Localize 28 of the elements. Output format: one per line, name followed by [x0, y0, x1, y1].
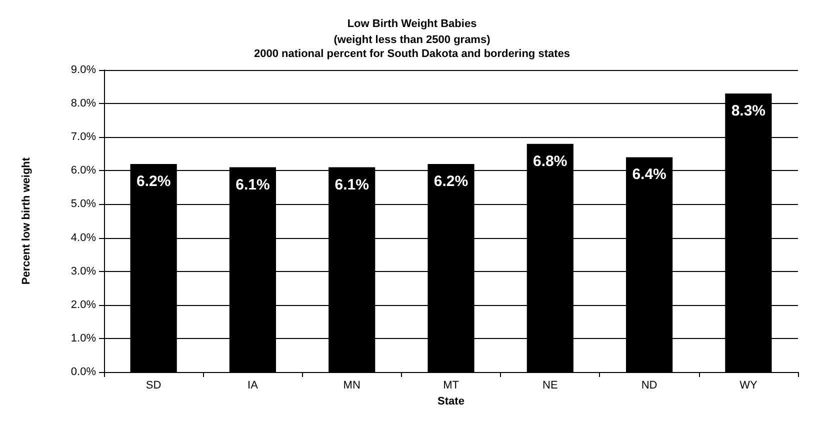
- data-label: 8.3%: [731, 102, 766, 120]
- data-label: 6.8%: [533, 152, 568, 170]
- x-axis-title: State: [438, 396, 464, 408]
- y-tick-label: 8.0%: [70, 98, 96, 110]
- data-label: 6.1%: [236, 176, 270, 194]
- x-tick-label: NE: [542, 380, 558, 392]
- y-tick-label: 1.0%: [70, 332, 96, 344]
- y-tick-label: 7.0%: [70, 131, 96, 144]
- x-tick-label: IA: [248, 380, 259, 392]
- y-tick-label: 3.0%: [70, 265, 96, 278]
- chart-subtitle: (weight less than 2500 grams) 2000 national percent for South Dakota and bordering states: [254, 34, 570, 60]
- y-axis-title: Percent low birth weight: [20, 157, 32, 285]
- y-tick-label: 0.0%: [70, 366, 96, 378]
- data-label: 6.1%: [334, 176, 369, 194]
- x-tick-label: ND: [641, 380, 658, 392]
- chart-title: Low Birth Weight Babies: [347, 18, 477, 30]
- data-label: 6.2%: [434, 172, 468, 190]
- x-tick-label: MN: [343, 380, 360, 392]
- y-tick-label: 2.0%: [70, 298, 96, 311]
- y-tick-label: 4.0%: [70, 232, 96, 244]
- x-tick-label: MT: [443, 380, 460, 392]
- data-label: 6.2%: [136, 172, 171, 190]
- y-tick-label: 9.0%: [70, 64, 96, 76]
- data-label: 6.4%: [632, 166, 666, 184]
- x-tick-label: WY: [740, 380, 758, 392]
- y-tick-label: 5.0%: [70, 198, 96, 210]
- x-tick-label: SD: [146, 380, 162, 392]
- y-tick-label: 6.0%: [70, 164, 96, 177]
